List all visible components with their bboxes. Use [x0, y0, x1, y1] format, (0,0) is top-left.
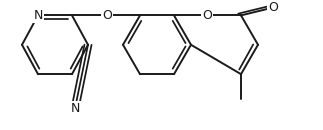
Text: O: O — [202, 9, 212, 22]
Text: O: O — [102, 9, 112, 22]
Text: N: N — [70, 102, 80, 115]
Text: O: O — [268, 1, 278, 14]
Text: N: N — [33, 9, 43, 22]
